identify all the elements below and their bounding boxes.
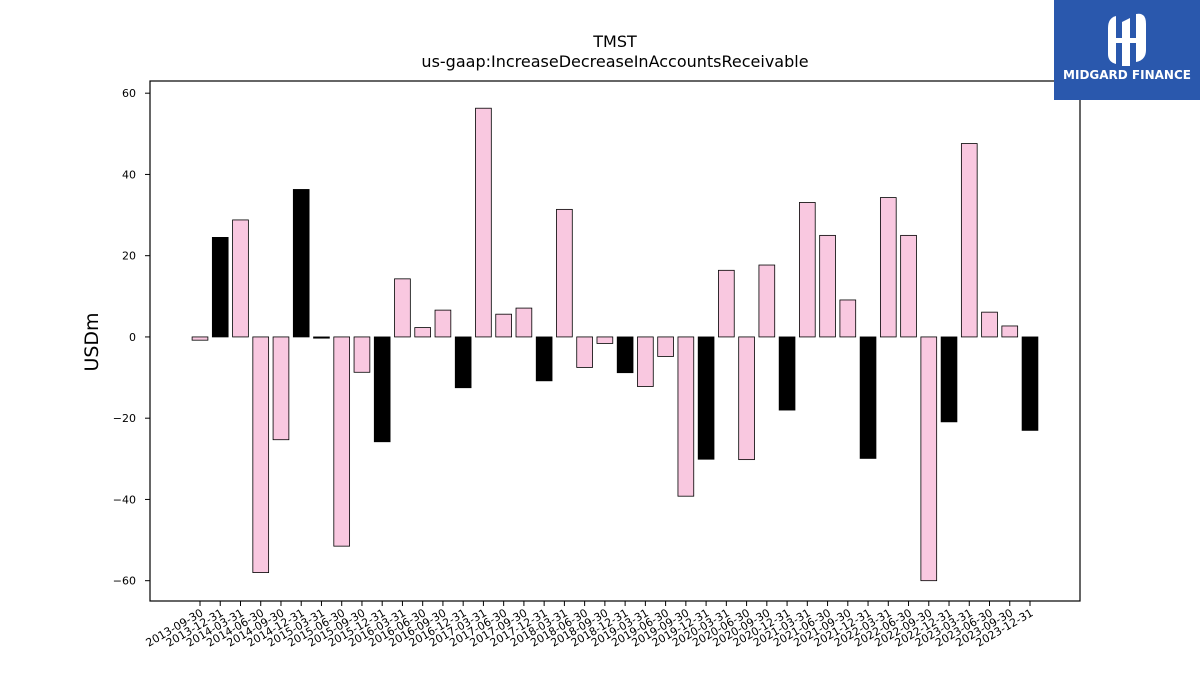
bar-2016-12-31 bbox=[454, 336, 472, 389]
bars-group bbox=[191, 107, 1039, 582]
logo-text: MIDGARD FINANCE bbox=[1063, 68, 1191, 82]
bar-2017-09-30 bbox=[515, 307, 533, 338]
bar-2023-12-31 bbox=[1021, 336, 1039, 431]
bar-2022-09-30 bbox=[920, 336, 938, 582]
bar-2018-09-30 bbox=[596, 336, 614, 344]
bar-2019-03-31 bbox=[637, 336, 654, 387]
bar-2015-09-30 bbox=[353, 336, 371, 373]
bar-2021-12-31 bbox=[859, 336, 877, 459]
bar-2021-03-31 bbox=[799, 202, 816, 338]
y-tick-label: 40 bbox=[122, 168, 136, 181]
bar-2022-06-30 bbox=[900, 234, 917, 338]
y-tick-label: 20 bbox=[122, 250, 136, 263]
bar-2020-03-31 bbox=[718, 269, 735, 338]
y-tick-label: 60 bbox=[122, 87, 136, 100]
bar-2016-09-30 bbox=[434, 309, 452, 338]
y-tick-label: −40 bbox=[113, 493, 136, 506]
bar-2018-12-31 bbox=[616, 336, 634, 374]
midgard-logo: MIDGARD FINANCE bbox=[1054, 0, 1200, 100]
bar-2020-09-30 bbox=[758, 264, 776, 338]
bar-2023-06-30 bbox=[981, 311, 998, 338]
bar-2023-03-31 bbox=[960, 143, 978, 338]
bar-2014-09-30 bbox=[272, 336, 290, 441]
bar-2013-09-30 bbox=[191, 336, 209, 341]
chart-title: TMST bbox=[593, 32, 637, 51]
bar-2023-09-30 bbox=[1001, 325, 1019, 338]
bar-2015-06-30 bbox=[333, 336, 351, 547]
bar-2022-12-31 bbox=[940, 336, 958, 423]
bar-2014-03-31 bbox=[232, 219, 249, 338]
bar-2017-12-31 bbox=[535, 336, 553, 382]
midgard-logo-icon bbox=[1108, 13, 1146, 66]
bar-2014-06-30 bbox=[252, 336, 270, 573]
bar-2019-06-30 bbox=[657, 336, 674, 357]
bar-2020-06-30 bbox=[738, 336, 755, 461]
bar-2019-12-31 bbox=[697, 336, 715, 460]
bar-2015-12-31 bbox=[373, 336, 391, 443]
bar-2017-06-30 bbox=[495, 313, 512, 338]
bar-2020-12-31 bbox=[778, 336, 796, 411]
bar-2014-12-31 bbox=[292, 189, 310, 338]
x-axis-ticks: 2013-09-302013-12-312014-03-312014-06-30… bbox=[144, 601, 1036, 650]
y-tick-label: 0 bbox=[129, 331, 136, 344]
bar-2021-09-30 bbox=[839, 299, 857, 338]
bar-2018-03-31 bbox=[556, 208, 573, 338]
bar-2018-06-30 bbox=[576, 336, 593, 368]
y-tick-label: −60 bbox=[113, 575, 136, 588]
y-axis-ticks: 60 40 20 0 −20 −40 −60 bbox=[113, 87, 150, 588]
plot-frame bbox=[149, 80, 1081, 602]
bar-2016-03-31 bbox=[394, 278, 411, 338]
y-axis-label: USDm bbox=[81, 312, 103, 372]
y-tick-label: −20 bbox=[113, 412, 136, 425]
bar-2017-03-31 bbox=[475, 107, 492, 338]
bar-2015-03-31 bbox=[313, 336, 330, 339]
bar-2016-06-30 bbox=[414, 327, 431, 338]
bar-2022-03-31 bbox=[879, 197, 897, 338]
bar-2019-09-30 bbox=[677, 336, 695, 497]
bar-2013-12-31 bbox=[211, 237, 229, 338]
bar-2021-06-30 bbox=[819, 234, 836, 338]
chart-subtitle: us-gaap:IncreaseDecreaseInAccountsReceiv… bbox=[421, 52, 809, 71]
